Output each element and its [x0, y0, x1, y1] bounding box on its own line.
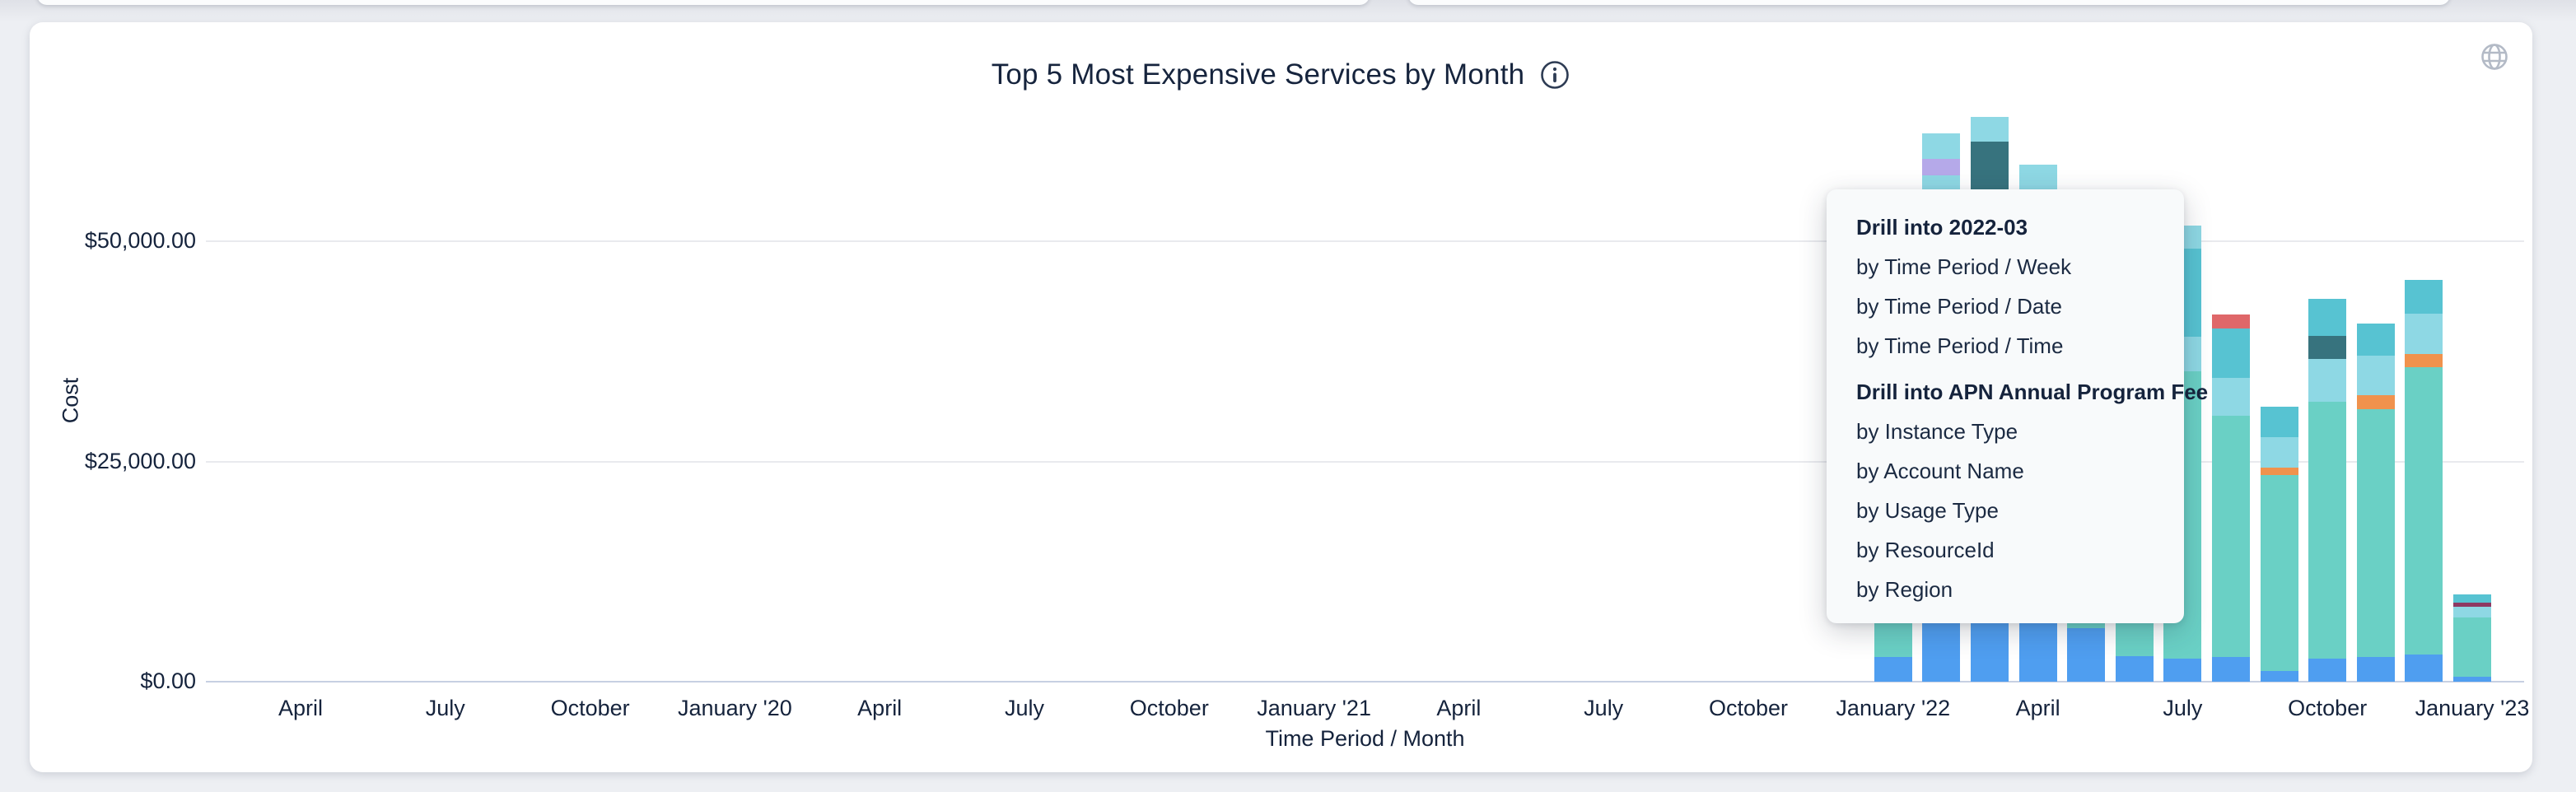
x-tick-label: January '23 [2415, 696, 2530, 720]
bar-segment-lightcyan[interactable] [2308, 359, 2347, 403]
bar-segment-teal[interactable] [2405, 280, 2443, 314]
bar-segment-teal[interactable] [2356, 324, 2395, 356]
chart-header: Top 5 Most Expensive Services by Month [30, 58, 2532, 91]
x-tick-label: April [1436, 696, 1482, 720]
bar-segment-lightcyan[interactable] [2453, 606, 2491, 617]
bar-segment-teal[interactable] [2212, 328, 2250, 379]
bar-2022-09[interactable] [2260, 407, 2298, 682]
x-tick-label: October [1129, 696, 1209, 720]
y-axis-title: Cost [58, 377, 83, 423]
menu-header-0: Drill into 2022-03 [1856, 215, 2028, 240]
menu-item-by-usage-type[interactable]: by Usage Type [1856, 498, 1999, 523]
bar-segment-teal[interactable] [2260, 407, 2298, 437]
bar-segment-blue[interactable] [2405, 654, 2443, 682]
menu-item-by-time-period-time[interactable]: by Time Period / Time [1856, 333, 2064, 358]
menu-header-1: Drill into APN Annual Program Fee [1856, 380, 2209, 404]
y-tick-label: $25,000.00 [84, 448, 196, 473]
menu-item-by-resourceid[interactable]: by ResourceId [1856, 538, 1995, 562]
info-icon[interactable] [1539, 59, 1570, 91]
bar-segment-orange[interactable] [2356, 395, 2395, 410]
menu-item-by-time-period-date[interactable]: by Time Period / Date [1856, 294, 2062, 319]
bar-segment-lavender[interactable] [1922, 159, 1961, 176]
bar-2023-01[interactable] [2453, 594, 2491, 682]
x-tick-label: January '20 [678, 696, 792, 720]
bar-2022-12[interactable] [2405, 280, 2443, 682]
gridline-50000 [206, 240, 2524, 242]
bar-segment-lightcyan[interactable] [2212, 378, 2250, 416]
bar-segment-blue[interactable] [2115, 655, 2154, 682]
x-tick-label: April [2015, 696, 2060, 720]
top-card-edge-right [1408, 0, 2450, 5]
bar-segment-teal[interactable] [2308, 299, 2347, 337]
bar-segment-seafoam[interactable] [2453, 617, 2491, 677]
y-tick-label: $50,000.00 [84, 228, 196, 253]
top-card-edge-left [37, 0, 1370, 5]
bar-segment-lightcyan[interactable] [1922, 133, 1961, 160]
bar-segment-seafoam[interactable] [2212, 415, 2250, 657]
x-tick-label: January '22 [1836, 696, 1951, 720]
menu-section-gap [1827, 366, 2184, 372]
bar-segment-blue[interactable] [2453, 677, 2491, 682]
menu-item-by-instance-type[interactable]: by Instance Type [1856, 419, 2018, 444]
bar-segment-blue[interactable] [2163, 658, 2202, 682]
x-tick-label: October [2288, 696, 2368, 720]
x-tick-label: July [1004, 696, 1044, 720]
menu-item-by-region[interactable]: by Region [1856, 577, 1953, 602]
x-tick-label: April [278, 696, 323, 720]
bar-segment-lightcyan[interactable] [2405, 314, 2443, 355]
menu-item-by-account-name[interactable]: by Account Name [1856, 459, 2024, 483]
bar-segment-maroon[interactable] [2453, 602, 2491, 607]
bar-segment-lightcyan[interactable] [2356, 356, 2395, 396]
x-tick-label: April [857, 696, 903, 720]
bar-segment-blue[interactable] [1874, 656, 1912, 682]
gridline-25000 [206, 460, 2524, 463]
bar-segment-blue[interactable] [2308, 658, 2347, 682]
bar-segment-teal[interactable] [2453, 594, 2491, 603]
x-axis-title: Time Period / Month [1265, 726, 1465, 751]
bar-segment-darkteal[interactable] [2308, 336, 2347, 360]
x-tick-label: July [1584, 696, 1624, 720]
bar-2022-11[interactable] [2356, 324, 2395, 682]
x-tick-label: July [425, 696, 465, 720]
globe-icon[interactable] [2480, 42, 2509, 72]
bar-2022-10[interactable] [2308, 299, 2347, 682]
x-tick-label: January '21 [1257, 696, 1371, 720]
bar-segment-seafoam[interactable] [2260, 474, 2298, 671]
bar-segment-seafoam[interactable] [2405, 367, 2443, 655]
x-tick-label: October [550, 696, 630, 720]
bar-segment-orange[interactable] [2260, 467, 2298, 475]
bar-segment-red[interactable] [2212, 314, 2250, 329]
gridline-0 [206, 681, 2524, 683]
menu-item-by-time-period-week[interactable]: by Time Period / Week [1856, 254, 2072, 279]
bar-segment-blue[interactable] [2260, 670, 2298, 682]
bar-segment-lightcyan[interactable] [2260, 436, 2298, 468]
x-tick-label: July [2163, 696, 2203, 720]
bar-segment-seafoam[interactable] [2308, 402, 2347, 659]
chart-card: Top 5 Most Expensive Services by Month $… [30, 22, 2532, 772]
bar-segment-blue[interactable] [2067, 627, 2106, 682]
drilldown-context-menu: Drill into 2022-03 by Time Period / Week b… [1827, 189, 2209, 623]
page-title: Top 5 Most Expensive Services by Month [991, 58, 1525, 91]
bar-segment-seafoam[interactable] [2356, 409, 2395, 657]
bar-segment-lightcyan[interactable] [1971, 116, 2009, 142]
bar-segment-blue[interactable] [2356, 656, 2395, 682]
y-tick-label: $0.00 [140, 669, 196, 693]
x-tick-label: October [1708, 696, 1789, 720]
bar-2022-08[interactable] [2212, 314, 2250, 682]
bar-segment-orange[interactable] [2405, 354, 2443, 368]
bar-segment-blue[interactable] [2212, 656, 2250, 682]
